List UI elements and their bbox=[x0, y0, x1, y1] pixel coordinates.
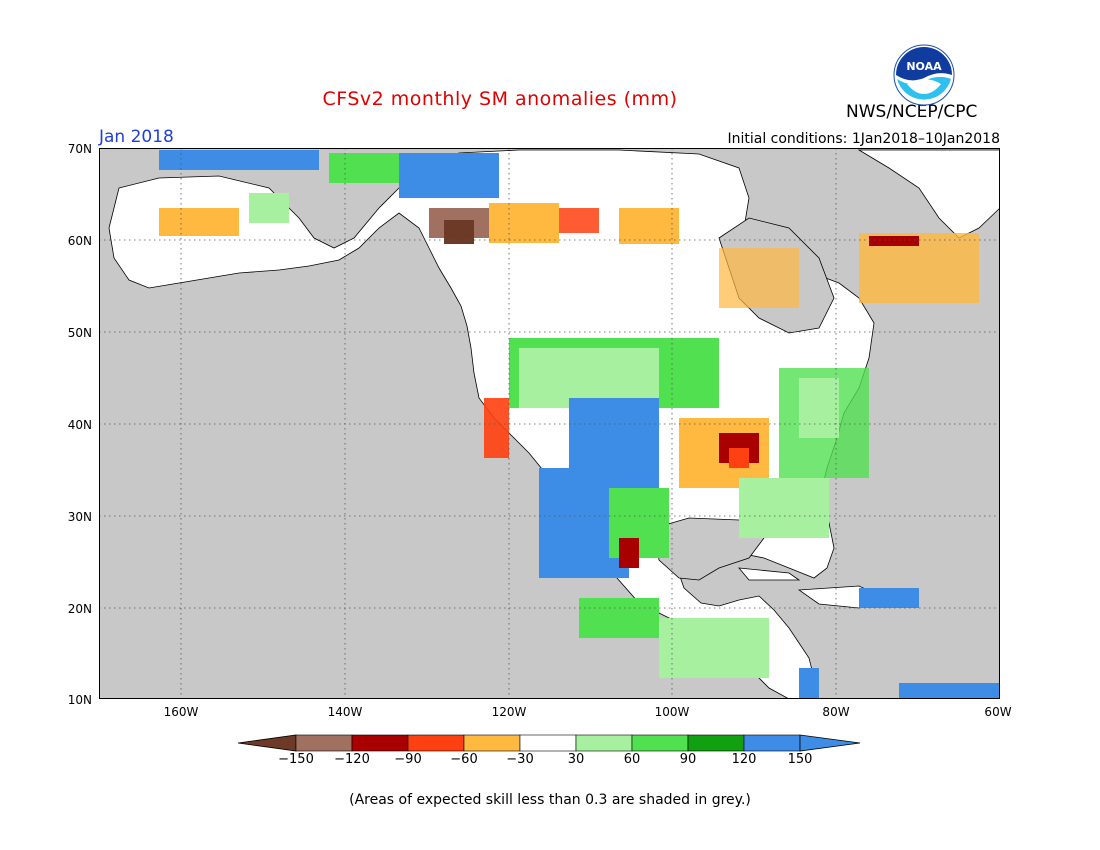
lat-label: 70N bbox=[67, 142, 92, 156]
map-title: CFSv2 monthly SM anomalies (mm) bbox=[322, 88, 678, 110]
lat-label: 60N bbox=[67, 234, 92, 248]
colorbar-label: −30 bbox=[506, 752, 534, 767]
lat-label: 40N bbox=[67, 418, 92, 432]
noaa-logo: NOAA bbox=[893, 44, 955, 106]
colorbar-swatch bbox=[575, 734, 633, 752]
colorbar bbox=[238, 734, 861, 752]
colorbar-label: 120 bbox=[731, 752, 757, 767]
lon-label: 80W bbox=[822, 705, 850, 719]
colorbar-low-arrow bbox=[238, 734, 297, 752]
colorbar-label: −60 bbox=[450, 752, 478, 767]
lon-label: 160W bbox=[163, 705, 199, 719]
colorbar-label: −150 bbox=[278, 752, 314, 767]
colorbar-swatch bbox=[407, 734, 465, 752]
lon-label: 120W bbox=[491, 705, 527, 719]
lat-label: 50N bbox=[67, 326, 92, 340]
colorbar-label: 30 bbox=[567, 752, 585, 767]
cuba bbox=[738, 567, 801, 581]
colorbar-swatch bbox=[463, 734, 521, 752]
anomaly-cells bbox=[159, 150, 999, 699]
lon-label: 100W bbox=[654, 705, 690, 719]
colorbar-swatch bbox=[351, 734, 409, 752]
colorbar-swatch bbox=[519, 734, 577, 752]
lat-label: 20N bbox=[67, 602, 92, 616]
colorbar-label: −90 bbox=[394, 752, 422, 767]
colorbar-swatch bbox=[631, 734, 689, 752]
colorbar-label: 150 bbox=[787, 752, 813, 767]
colorbar-swatch bbox=[687, 734, 745, 752]
colorbar-swatch bbox=[743, 734, 801, 752]
lat-label: 10N bbox=[67, 693, 92, 707]
colorbar-swatch bbox=[295, 734, 353, 752]
gulf-of-mexico bbox=[653, 517, 765, 581]
colorbar-label: 90 bbox=[679, 752, 697, 767]
colorbar-high-arrow bbox=[799, 734, 861, 752]
colorbar-label: 60 bbox=[623, 752, 641, 767]
lat-label: 30N bbox=[67, 510, 92, 524]
north-america-landmass bbox=[108, 149, 875, 699]
svg-text:NOAA: NOAA bbox=[906, 60, 942, 73]
agency-label: NWS/NCEP/CPC bbox=[846, 102, 978, 122]
lon-label: 60W bbox=[984, 705, 1012, 719]
skill-footnote: (Areas of expected skill less than 0.3 a… bbox=[349, 792, 751, 808]
initial-conditions: Initial conditions: 1Jan2018–10Jan2018 bbox=[727, 131, 1000, 147]
soil-moisture-map bbox=[99, 148, 1000, 699]
lon-label: 140W bbox=[327, 705, 363, 719]
colorbar-label: −120 bbox=[334, 752, 370, 767]
valid-month: Jan 2018 bbox=[99, 127, 174, 147]
graticule bbox=[99, 148, 1000, 699]
